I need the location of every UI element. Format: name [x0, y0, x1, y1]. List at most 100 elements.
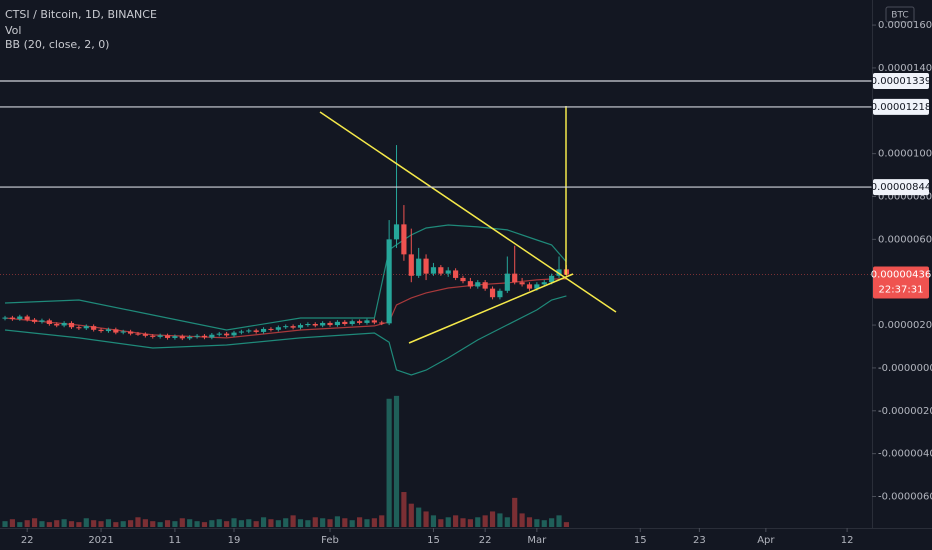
volume-bar: [504, 517, 510, 527]
candle-body: [17, 316, 23, 320]
volume-bar: [68, 521, 75, 527]
volume-bar: [371, 518, 377, 527]
currency-label[interactable]: BTC: [891, 11, 908, 21]
candle-body: [489, 288, 496, 298]
candle-body: [120, 331, 126, 333]
candle-body: [150, 335, 156, 337]
volume-bar: [83, 518, 89, 527]
volume-bar: [150, 521, 156, 527]
volume-bar: [17, 522, 23, 527]
volume-bar: [334, 516, 341, 527]
candle-body: [349, 321, 355, 324]
candle-body: [275, 327, 281, 330]
volume-bar: [453, 515, 459, 527]
current-price-label: 0.00000436: [871, 270, 931, 281]
volume-bar: [475, 517, 481, 527]
volume-bar: [260, 517, 267, 527]
candle-body: [157, 335, 163, 337]
candle-body: [371, 320, 377, 323]
candle-body: [179, 336, 185, 339]
candle-body: [164, 335, 171, 338]
candle-body: [460, 277, 466, 282]
volume-bar: [9, 519, 15, 527]
candle-body: [541, 282, 547, 285]
candle-body: [519, 282, 525, 285]
candle-body: [31, 319, 38, 322]
candle-body: [54, 324, 60, 326]
candle-body: [475, 282, 481, 287]
candle-body: [194, 335, 200, 337]
volume-bar: [275, 520, 281, 527]
candle-body: [209, 334, 215, 338]
candle-body: [128, 331, 134, 334]
volume-bar: [556, 515, 562, 527]
volume-bar: [549, 518, 555, 527]
volume-bar: [327, 519, 333, 527]
volume-bar: [541, 520, 547, 527]
candle-body: [423, 258, 429, 274]
volume-bar: [135, 517, 141, 527]
volume-bar: [467, 519, 473, 527]
volume-bar: [76, 522, 82, 527]
volume-bar: [172, 521, 178, 527]
candle-body: [246, 330, 252, 332]
candle-body: [172, 336, 178, 338]
candle-body: [290, 326, 296, 328]
volume-bar: [164, 520, 171, 527]
y-tick-label: -0.00000200: [878, 406, 932, 417]
candle-body: [283, 326, 289, 328]
volume-bar: [364, 519, 370, 527]
candle-body: [312, 324, 318, 326]
candle-body: [512, 273, 518, 283]
x-tick-label: 22: [479, 535, 492, 546]
volume-bar: [408, 503, 414, 527]
candle-body: [98, 329, 104, 332]
x-tick-label: Mar: [527, 535, 547, 546]
candle-body: [408, 254, 414, 276]
x-tick-label: 15: [634, 535, 647, 546]
candle-body: [526, 284, 533, 289]
currency-box[interactable]: [885, 6, 915, 23]
level-label-box: [873, 73, 929, 89]
candle-body: [238, 331, 244, 333]
volume-bar: [39, 521, 45, 527]
candle-body: [342, 321, 348, 324]
candle-body: [253, 330, 259, 332]
volume-bar: [216, 519, 222, 527]
candle-body: [83, 326, 89, 329]
candle-body: [401, 224, 407, 255]
volume-bar: [238, 520, 244, 527]
volume-bar: [157, 522, 163, 527]
level-label-box: [873, 179, 929, 196]
candle-body: [76, 327, 82, 329]
symbol-title: CTSI / Bitcoin, 1D, BINANCE: [5, 8, 157, 21]
candle-body: [187, 336, 193, 339]
volume-bar: [386, 398, 392, 527]
volume-bar: [54, 520, 60, 527]
volume-bar: [128, 520, 134, 527]
x-tick-label: 23: [693, 535, 706, 546]
candle-body: [142, 334, 148, 336]
volume-bar: [460, 518, 466, 527]
candle-body: [46, 320, 52, 324]
candle-body: [231, 332, 237, 336]
volume-bar: [430, 515, 437, 527]
level-label: 0.00001339: [871, 76, 931, 87]
candle-body: [91, 326, 97, 330]
candle-body: [297, 325, 304, 328]
volume-bar: [342, 518, 348, 527]
candle-body: [379, 322, 385, 324]
volume-bar: [201, 522, 208, 527]
volume-bar: [401, 492, 407, 527]
volume-bar: [105, 519, 112, 527]
candle-body: [497, 290, 503, 298]
candle-body: [453, 270, 459, 278]
candle-body: [268, 328, 274, 330]
volume-bar: [489, 511, 496, 527]
plot-area: [0, 145, 872, 527]
x-tick-label: Feb: [321, 535, 339, 546]
